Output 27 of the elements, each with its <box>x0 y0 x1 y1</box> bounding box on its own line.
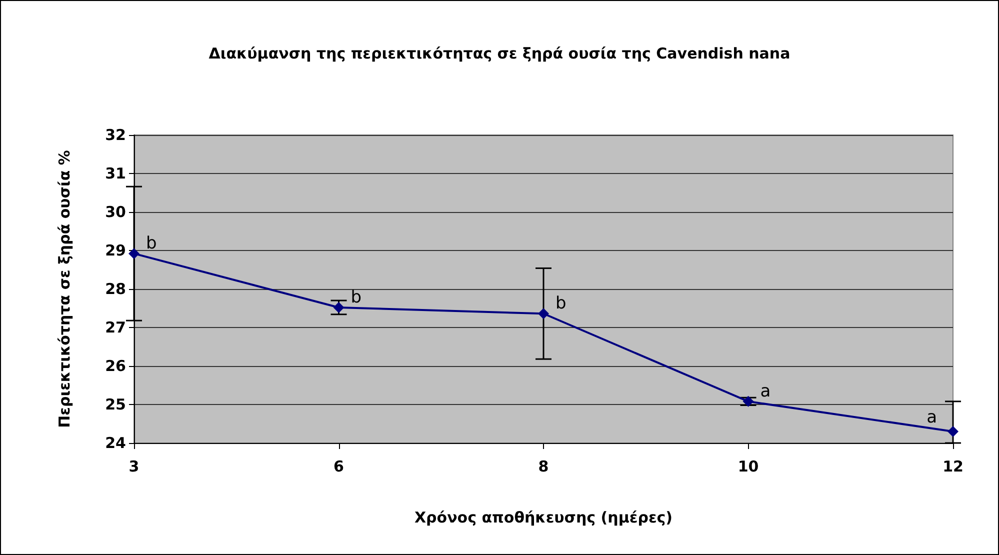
point <box>538 308 549 320</box>
annotation: b <box>556 294 566 314</box>
y-tick-label: 29 <box>105 242 126 260</box>
point <box>128 248 140 260</box>
x-tick-label: 12 <box>942 458 964 476</box>
y-tick-label: 32 <box>105 126 126 144</box>
y-tick-label: 30 <box>105 203 126 221</box>
point <box>333 302 344 313</box>
y-tick-label: 28 <box>105 280 126 298</box>
y-tick-label: 26 <box>105 357 126 375</box>
x-axis-title: Χρόνος αποθήκευσης (ημέρες) <box>414 508 673 526</box>
y-tick-label: 27 <box>105 318 126 336</box>
chart-title: Διακύμανση της περιεκτικότητας σε ξηρά ουσία της Cavendish nana <box>208 44 790 62</box>
point <box>742 396 754 407</box>
x-tick-label: 10 <box>738 458 759 476</box>
y-axis-title: Περιεκτικότητα σε ξηρά ουσία % <box>56 150 74 428</box>
x-tick-label: 8 <box>538 458 549 476</box>
annotation: b <box>350 287 362 308</box>
y-tick-label: 24 <box>105 434 126 452</box>
point <box>948 426 958 437</box>
x-tick-label: 6 <box>334 458 344 476</box>
annotation: a <box>926 407 937 428</box>
annotation: b <box>146 234 157 254</box>
y-tick-label: 25 <box>105 396 126 414</box>
y-tick-label: 31 <box>105 164 126 182</box>
x-tick-label: 3 <box>128 458 140 476</box>
annotation: a <box>760 381 771 402</box>
